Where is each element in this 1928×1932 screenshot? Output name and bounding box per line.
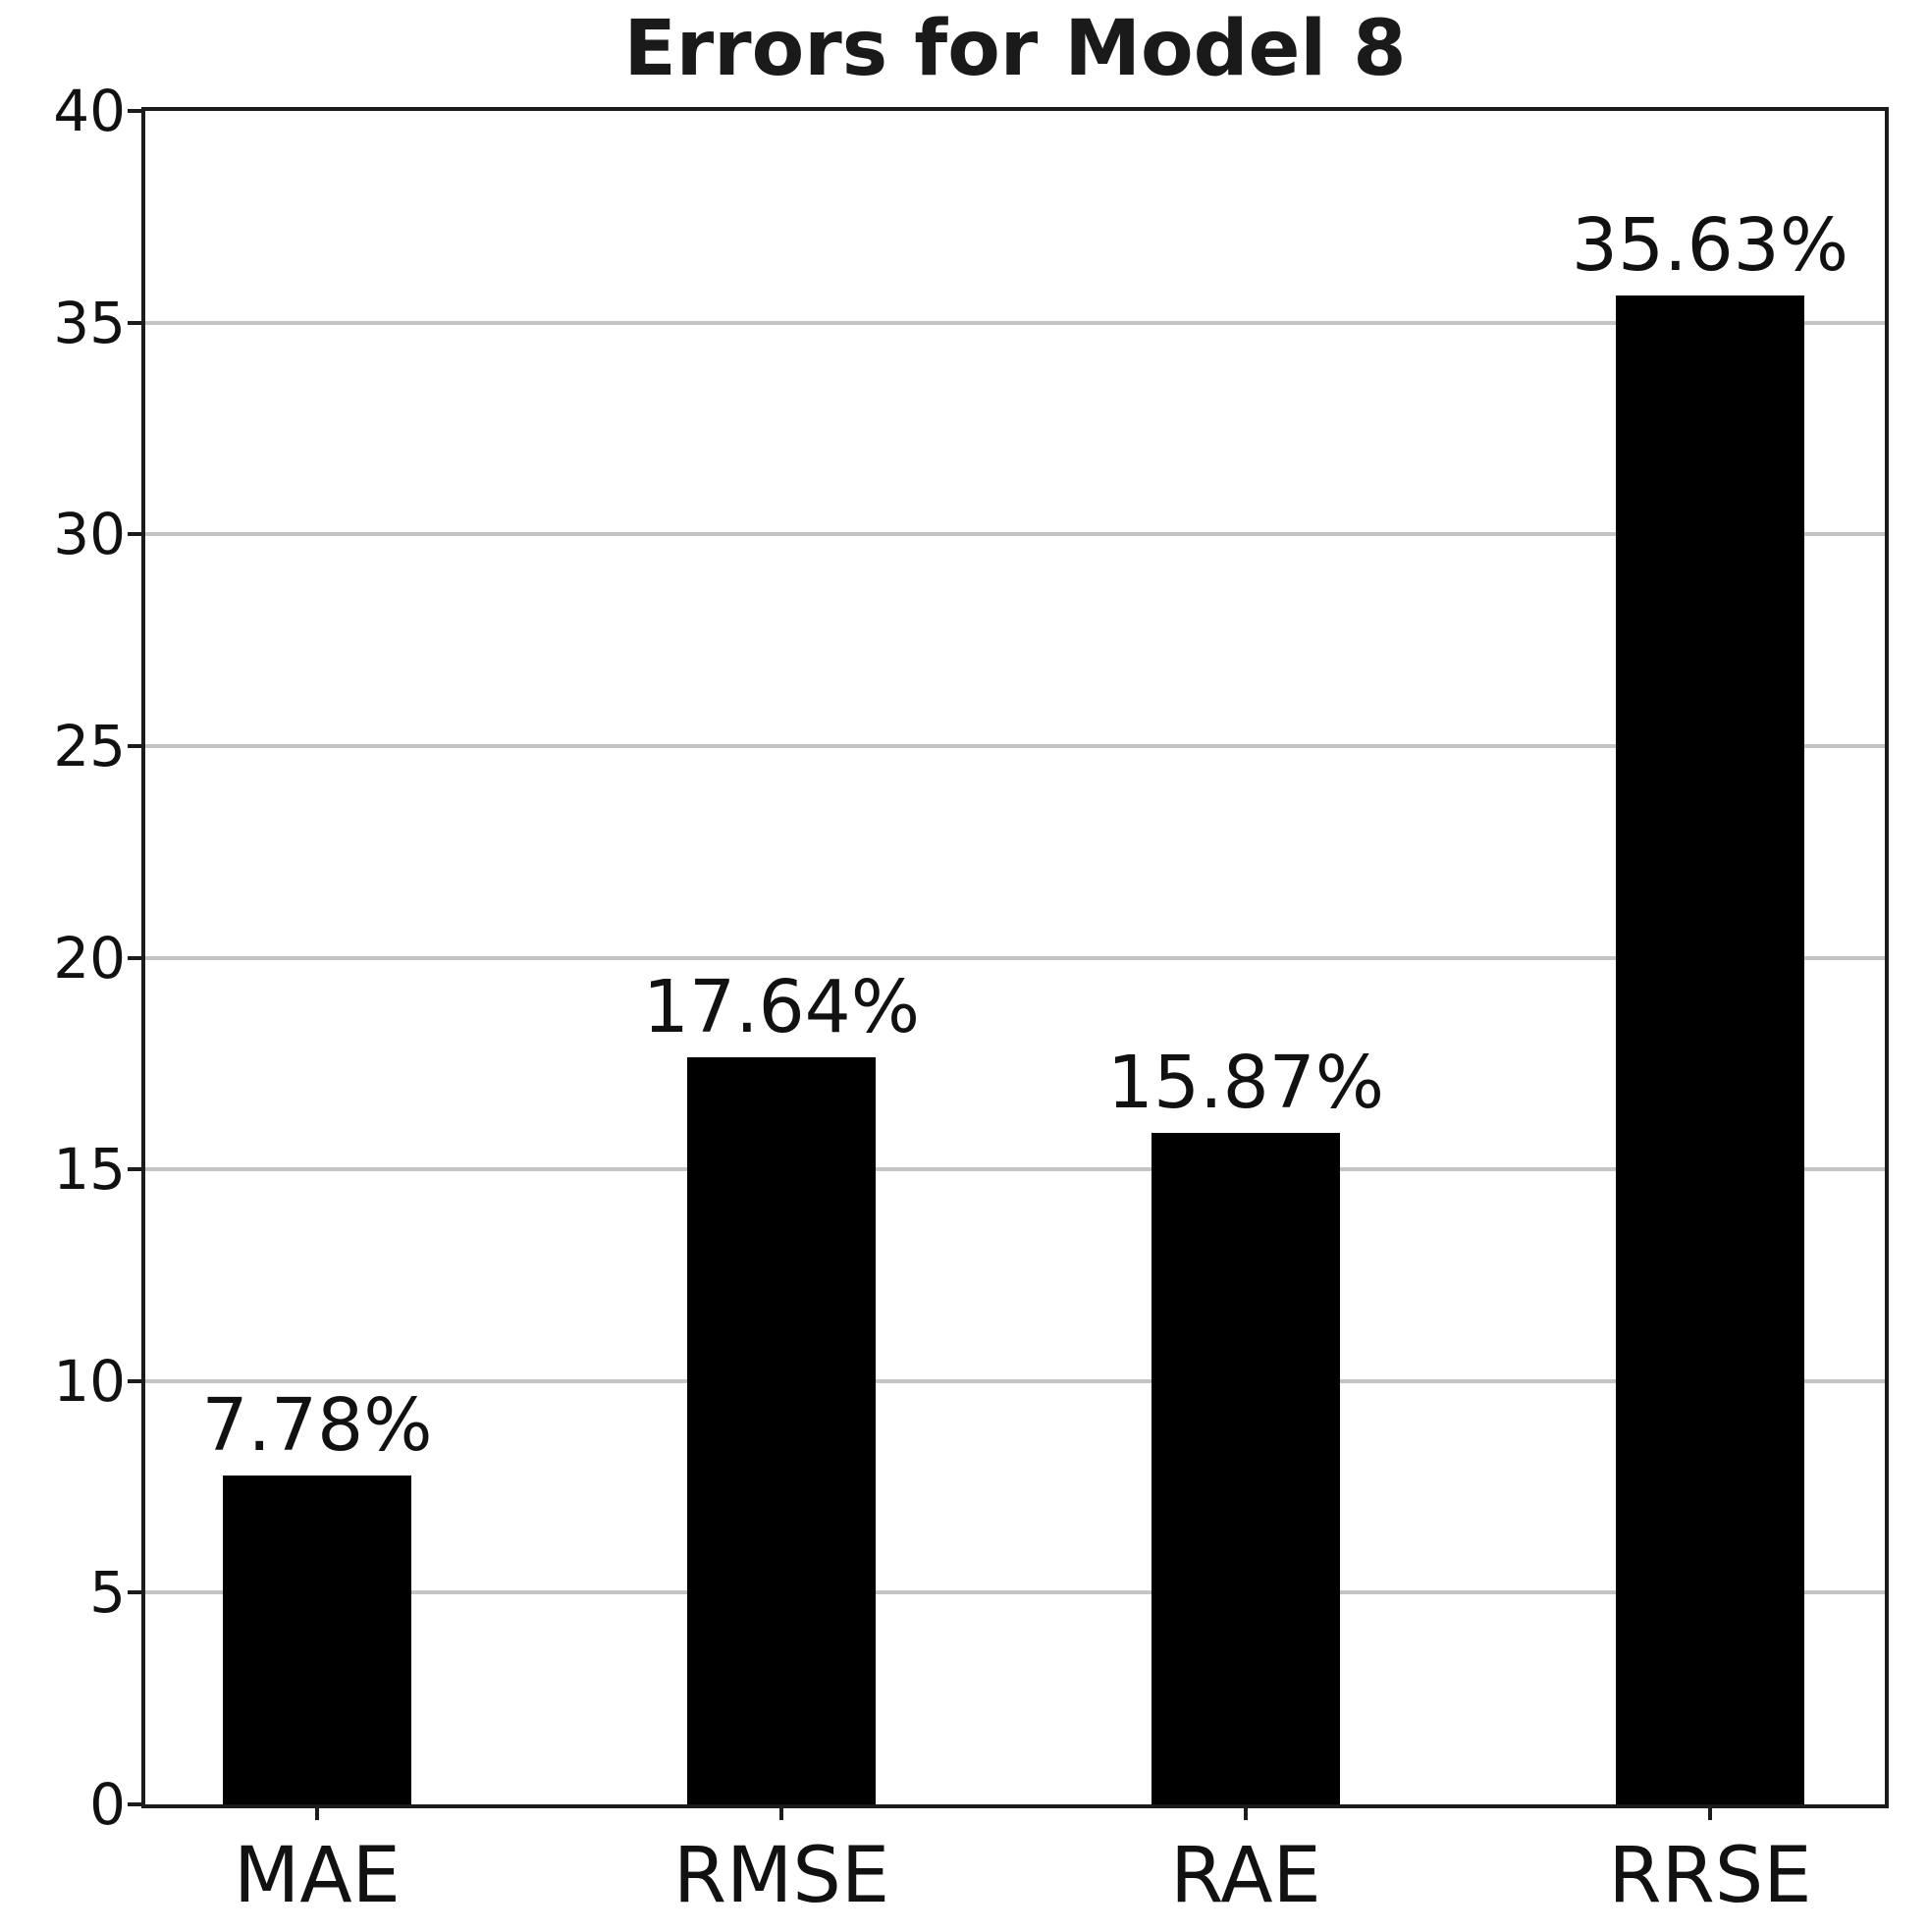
gridline — [145, 955, 1885, 960]
x-tick-label: MAE — [234, 1832, 401, 1920]
gridline — [145, 1590, 1885, 1595]
y-tick-label: 5 — [89, 1559, 126, 1627]
x-tick-mark — [779, 1804, 783, 1820]
plot-area: 7.78% 17.64% 15.87% 35.63% — [141, 107, 1889, 1808]
y-tick-label: 10 — [53, 1347, 126, 1415]
x-tick-label: RRSE — [1608, 1832, 1812, 1920]
y-tick-mark — [128, 1378, 141, 1383]
y-tick-mark — [128, 532, 141, 537]
bar-value-label: 35.63% — [1571, 203, 1849, 289]
x-tick-mark — [1244, 1804, 1248, 1820]
y-tick-mark — [128, 109, 141, 113]
bar — [687, 1057, 876, 1804]
y-tick-label: 35 — [53, 289, 126, 356]
bar — [1616, 295, 1804, 1804]
y-tick-label: 25 — [53, 712, 126, 779]
gridline — [145, 1167, 1885, 1172]
gridline — [145, 320, 1885, 325]
gridline — [145, 1378, 1885, 1383]
y-tick-mark — [128, 1167, 141, 1172]
y-tick-label: 15 — [53, 1136, 126, 1204]
bar — [1151, 1132, 1340, 1804]
y-tick-mark — [128, 1590, 141, 1595]
y-tick-mark — [128, 1802, 141, 1806]
y-tick-mark — [128, 955, 141, 960]
x-tick-mark — [315, 1804, 319, 1820]
y-tick-label: 30 — [53, 501, 126, 568]
gridline — [145, 743, 1885, 748]
bar — [223, 1475, 411, 1804]
y-tick-label: 40 — [53, 78, 126, 144]
y-tick-label: 20 — [53, 924, 126, 992]
x-tick-label: RMSE — [672, 1832, 890, 1920]
bar-value-label: 7.78% — [201, 1382, 433, 1468]
x-tick-mark — [1708, 1804, 1712, 1820]
chart-title: Errors for Model 8 — [623, 5, 1407, 93]
gridline — [145, 532, 1885, 537]
y-tick-mark — [128, 743, 141, 748]
x-tick-label: RAE — [1170, 1832, 1321, 1920]
y-tick-mark — [128, 320, 141, 325]
bar-value-label: 15.87% — [1106, 1040, 1385, 1125]
bar-value-label: 17.64% — [642, 965, 921, 1050]
y-tick-label: 0 — [89, 1771, 126, 1838]
